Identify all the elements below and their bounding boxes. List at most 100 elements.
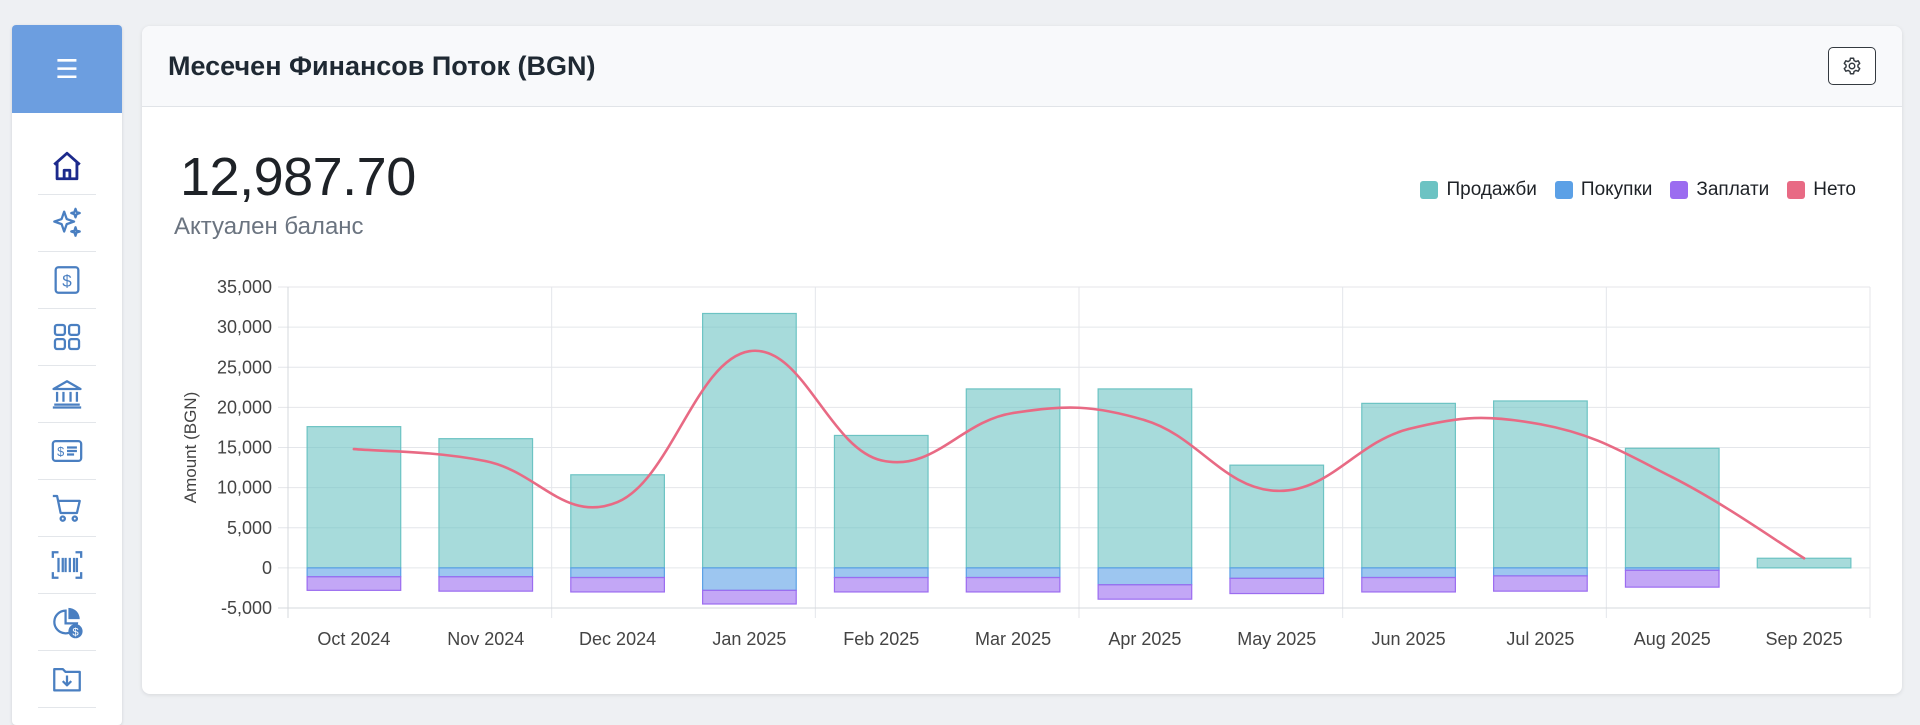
home-icon — [53, 151, 81, 181]
bar-purchases — [306, 567, 402, 578]
net-point — [1802, 557, 1806, 560]
sidebar-item-dashboard[interactable] — [38, 309, 96, 366]
legend-label: Нето — [1813, 179, 1856, 200]
bar-sales — [833, 434, 929, 569]
barcode-icon — [51, 551, 83, 579]
page-title: Месечен Финансов Поток (BGN) — [168, 50, 596, 81]
net-point — [1671, 475, 1674, 479]
bar-salaries — [1361, 576, 1456, 593]
menu-toggle-button[interactable]: ☰ — [12, 25, 122, 113]
x-tick-label: Oct 2024 — [317, 629, 390, 649]
bar-purchases — [1493, 567, 1588, 577]
sidebar-item-invoices[interactable]: $ — [38, 423, 96, 480]
balance-label: Актуален баланс — [174, 213, 364, 240]
bar-salaries — [1229, 577, 1325, 595]
bar-purchases — [965, 567, 1061, 579]
x-tick-label: Mar 2025 — [975, 629, 1051, 649]
menu-icon: ☰ — [55, 53, 79, 84]
svg-text:$: $ — [62, 271, 72, 290]
y-tick-label: 5,000 — [227, 518, 272, 538]
bar-sales — [1756, 557, 1852, 569]
legend-swatch — [1554, 181, 1573, 199]
net-point — [1143, 419, 1147, 422]
x-tick-label: Nov 2024 — [447, 629, 524, 649]
legend-swatch — [1420, 181, 1439, 199]
sidebar-item-reports[interactable]: $ — [38, 594, 96, 651]
bar-salaries — [570, 576, 665, 593]
bar-sales — [1229, 464, 1325, 569]
bar-salaries — [438, 576, 534, 592]
sidebar: ☰ $ — [12, 25, 122, 725]
bar-sales — [1361, 402, 1456, 569]
bar-salaries — [833, 576, 929, 593]
sparkles-icon — [53, 207, 81, 237]
sidebar-item-import[interactable] — [38, 651, 96, 708]
net-point — [1539, 423, 1542, 426]
bar-salaries — [1624, 569, 1720, 588]
sidebar-item-ai[interactable] — [38, 195, 96, 252]
settings-button[interactable] — [1828, 47, 1876, 85]
bar-sales — [1097, 388, 1193, 569]
sidebar-item-finance[interactable]: $ — [38, 252, 96, 309]
x-tick-label: Apr 2025 — [1108, 629, 1181, 649]
bar-salaries — [1493, 575, 1588, 592]
bar-sales — [438, 438, 534, 569]
bank-icon — [52, 380, 82, 409]
legend-label: Заплати — [1696, 179, 1770, 200]
bar-sales — [1493, 400, 1588, 569]
gear-icon — [1843, 57, 1861, 75]
cart-icon — [52, 494, 81, 522]
sidebar-item-bank[interactable] — [38, 366, 96, 423]
bar-purchases — [1097, 567, 1193, 586]
legend-swatch — [1670, 181, 1689, 199]
x-tick-label: Jul 2025 — [1506, 629, 1574, 649]
invoice-icon: $ — [51, 439, 83, 463]
x-tick-label: Feb 2025 — [843, 629, 919, 649]
sidebar-item-products[interactable] — [38, 537, 96, 594]
y-tick-label: 15,000 — [217, 438, 272, 458]
y-tick-label: 30,000 — [217, 317, 272, 337]
bar-salaries — [965, 576, 1061, 593]
bar-purchases — [702, 567, 797, 591]
legend-label: Продажби — [1446, 179, 1537, 200]
net-point — [616, 500, 619, 504]
x-tick-label: Sep 2025 — [1766, 629, 1843, 649]
y-tick-label: 35,000 — [217, 277, 272, 297]
bar-salaries — [306, 576, 402, 591]
bar-salaries — [702, 589, 797, 605]
x-tick-label: Dec 2024 — [579, 629, 656, 649]
y-tick-label: 20,000 — [217, 397, 272, 417]
y-tick-label: -5,000 — [221, 598, 272, 618]
svg-text:$: $ — [72, 626, 79, 638]
legend-swatch — [1787, 181, 1806, 199]
net-point — [1275, 489, 1278, 493]
cashflow-chart: 35,000 30,000 25,000 20,000 15,000 10,000 5,00… — [181, 277, 1871, 649]
cashflow-card: Месечен Финансов Поток (BGN) 12,987.70 А… — [142, 26, 1902, 694]
card-header: Месечен Финансов Поток (BGN) — [142, 26, 1902, 107]
bar-salaries — [1097, 584, 1193, 600]
svg-text:$: $ — [57, 444, 64, 459]
x-tick-label: Aug 2025 — [1634, 629, 1711, 649]
legend-item-purchases[interactable]: Покупки — [1554, 179, 1652, 201]
chart-legend: Продажби Покупки Заплати Нето — [1420, 179, 1856, 201]
dollar-icon: $ — [54, 266, 80, 294]
chart-dollar-icon: $ — [53, 607, 83, 638]
sidebar-nav: $ $ — [12, 113, 122, 708]
y-tick-label: 0 — [262, 558, 272, 578]
legend-item-salaries[interactable]: Заплати — [1670, 179, 1769, 201]
bar-sales — [965, 388, 1061, 569]
bar-purchases — [1361, 567, 1456, 579]
sidebar-item-purchases[interactable] — [38, 480, 96, 537]
net-line — [352, 349, 1806, 560]
bar-purchases — [570, 567, 665, 579]
legend-item-net[interactable]: Нето — [1787, 179, 1856, 201]
grid-icon — [53, 323, 81, 351]
x-tick-label: May 2025 — [1237, 629, 1316, 649]
bar-purchases — [438, 567, 534, 578]
x-tick-label: Jan 2025 — [712, 629, 786, 649]
x-tick-label: Jun 2025 — [1372, 629, 1446, 649]
legend-item-sales[interactable]: Продажби — [1420, 179, 1537, 201]
sidebar-item-home[interactable] — [38, 138, 96, 195]
bar-purchases — [1229, 567, 1325, 579]
net-point — [1011, 411, 1015, 415]
